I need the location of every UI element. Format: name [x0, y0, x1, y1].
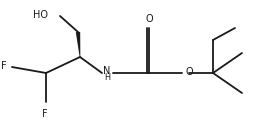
Text: O: O: [145, 14, 153, 24]
Text: F: F: [42, 109, 48, 119]
Text: N: N: [103, 66, 111, 75]
Text: O: O: [186, 67, 194, 77]
Text: F: F: [1, 61, 7, 71]
Polygon shape: [76, 32, 80, 57]
Text: HO: HO: [33, 10, 48, 20]
Text: H: H: [104, 73, 110, 82]
